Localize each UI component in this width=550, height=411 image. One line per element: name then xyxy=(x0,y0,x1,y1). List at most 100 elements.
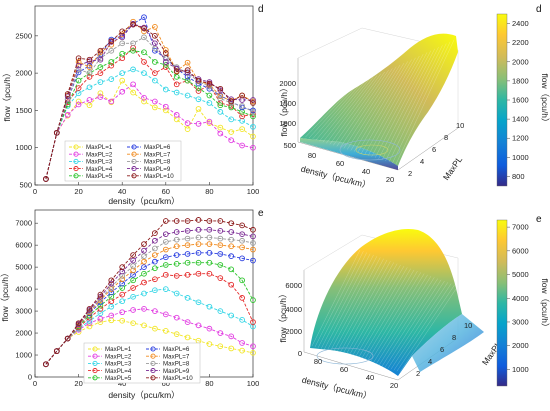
data-point xyxy=(97,56,104,63)
data-point xyxy=(184,251,191,257)
data-point xyxy=(184,120,191,126)
data-point xyxy=(64,112,71,118)
data-point xyxy=(228,137,235,144)
bottom-right-colorbar-label: flow（pcu/h） xyxy=(540,279,550,332)
data-point xyxy=(228,129,235,135)
data-point xyxy=(130,257,136,264)
data-point xyxy=(250,100,256,106)
data-point xyxy=(141,28,147,35)
bottom-right-surface xyxy=(310,228,462,376)
data-point xyxy=(217,330,224,336)
legend-entry: MaxPL=3 xyxy=(105,361,132,368)
surface-mesh-line xyxy=(320,253,371,349)
surface-mesh-line xyxy=(340,68,393,148)
legend-entry: MaxPL=1 xyxy=(105,346,132,353)
data-point xyxy=(75,55,82,62)
top-right-contour-inner xyxy=(355,144,389,156)
series-line-1 xyxy=(45,79,254,180)
surface-mesh-line xyxy=(323,254,374,350)
data-point xyxy=(119,50,126,57)
surface-mesh-line xyxy=(348,264,401,357)
surface-mesh-line xyxy=(393,283,452,371)
surface-mesh-line xyxy=(374,50,432,158)
data-point xyxy=(228,98,235,105)
data-point xyxy=(250,297,256,303)
legend-entry: MaxPL=9 xyxy=(163,368,190,375)
data-point xyxy=(173,290,180,297)
surface-mesh-line xyxy=(366,272,421,363)
data-point xyxy=(173,68,180,75)
surface-mesh-line xyxy=(395,39,455,165)
legend-entry: MaxPL=5 xyxy=(86,173,113,180)
data-point xyxy=(75,59,82,65)
series-line-10 xyxy=(45,219,254,365)
top-right-axis-back xyxy=(297,27,363,59)
data-point xyxy=(250,123,256,130)
bottom-right-zlabel: flow（pcu/h） xyxy=(278,290,288,343)
data-point xyxy=(206,325,213,332)
data-point xyxy=(119,28,126,35)
y-tick-label: 5000 xyxy=(15,263,32,272)
legend-marker xyxy=(73,158,79,164)
surface-mesh-line xyxy=(326,75,378,144)
data-point xyxy=(195,106,202,112)
data-point xyxy=(162,59,169,65)
x-tick-label: 80 xyxy=(314,357,322,366)
data-point xyxy=(53,129,60,136)
surface-mesh-line xyxy=(339,261,391,355)
top-left-plot-area xyxy=(34,5,254,186)
data-point xyxy=(250,226,256,233)
top-right-surface-front xyxy=(300,138,398,170)
data-point xyxy=(152,325,158,332)
legend-entry: MaxPL=6 xyxy=(163,346,190,353)
legend-entry: MaxPL=8 xyxy=(163,361,190,368)
legend-entry: MaxPL=2 xyxy=(86,151,113,158)
surface-mesh-line xyxy=(342,262,394,356)
data-point xyxy=(195,96,202,103)
bottom-right-xlabel: density（pcu/km） xyxy=(301,375,373,402)
surface-mesh-line xyxy=(319,79,370,142)
data-point xyxy=(97,291,104,298)
data-point xyxy=(141,290,147,297)
surface-mesh-line xyxy=(351,266,405,358)
data-point xyxy=(130,277,136,284)
data-point xyxy=(206,226,213,233)
data-point xyxy=(239,126,245,132)
surface-mesh-line xyxy=(305,86,354,138)
data-point xyxy=(239,295,245,301)
data-point xyxy=(141,270,147,277)
data-point xyxy=(130,320,136,327)
data-point xyxy=(43,361,49,368)
legend-marker xyxy=(73,151,79,157)
data-point xyxy=(64,91,71,97)
surface-mesh-line xyxy=(392,41,451,164)
legend-marker xyxy=(150,346,156,352)
data-point xyxy=(152,40,158,47)
surface-mesh-line xyxy=(363,271,418,362)
data-point xyxy=(217,109,224,115)
data-point xyxy=(152,59,158,65)
data-point xyxy=(173,273,180,279)
data-point xyxy=(184,77,191,84)
data-point xyxy=(130,285,136,291)
series-line-2 xyxy=(45,308,254,365)
colorbar-tick-label: 800 xyxy=(512,172,525,181)
data-point xyxy=(130,307,136,313)
data-point xyxy=(119,34,126,41)
legend-marker xyxy=(131,166,137,172)
data-point xyxy=(173,252,180,258)
top-right-surface xyxy=(300,33,458,166)
data-point xyxy=(75,101,82,108)
top-left-panel-tag: d xyxy=(258,4,264,15)
surface-mesh-line xyxy=(381,47,439,160)
legend-entry: MaxPL=5 xyxy=(105,375,132,382)
data-point xyxy=(86,306,93,312)
data-point xyxy=(162,328,169,334)
data-point xyxy=(97,90,104,97)
surface-mesh-line xyxy=(312,82,362,140)
data-point xyxy=(184,67,191,73)
data-point xyxy=(141,306,147,312)
legend-marker xyxy=(150,368,156,374)
data-point xyxy=(141,70,147,76)
